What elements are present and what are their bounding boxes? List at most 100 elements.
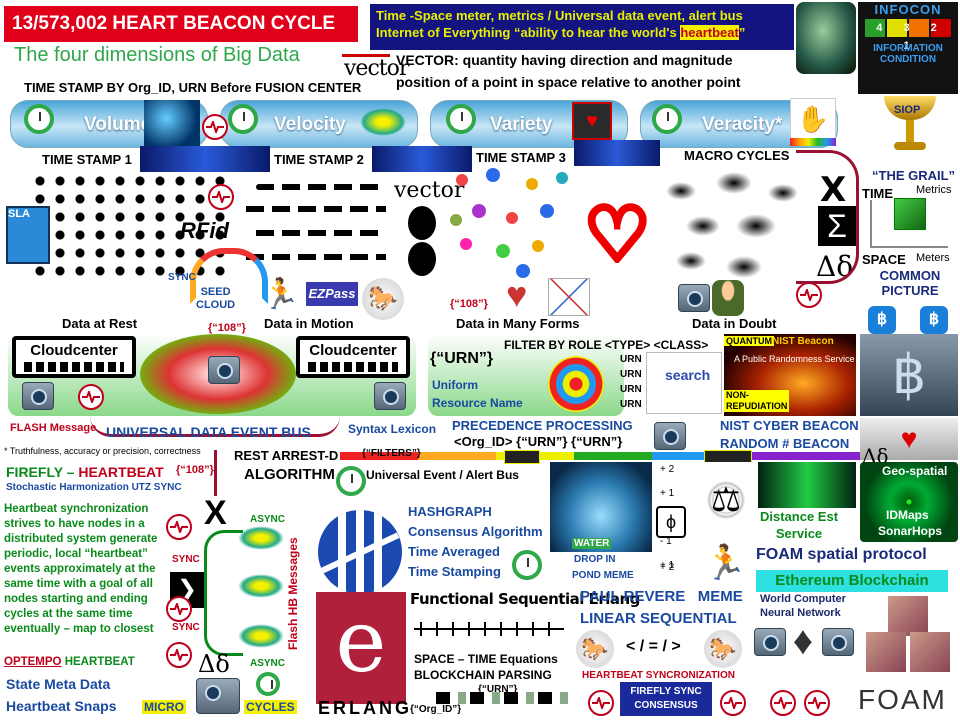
space-time: SPACE – TIME Equations xyxy=(414,652,558,666)
syntax-lexicon: Syntax Lexicon xyxy=(348,422,437,436)
flash-hb: Flash HB Messages xyxy=(286,537,300,650)
nist-cyber: NIST CYBER BEACON xyxy=(720,418,859,433)
infocon-digits: 4 3 2 1 xyxy=(876,22,946,52)
pond-meme: POND MEME xyxy=(572,570,634,581)
time-stamping: Time Stamping xyxy=(408,564,501,579)
waveform-image xyxy=(372,146,472,172)
heartbeat-paragraph: Heartbeat synchronization strives to hav… xyxy=(4,503,158,635)
clock-icon xyxy=(446,104,476,134)
drop-in: DROP IN xyxy=(574,554,616,565)
camera-icon xyxy=(208,356,240,384)
urn-item: URN xyxy=(620,354,642,365)
timestamp-1: TIME STAMP 1 xyxy=(42,152,132,167)
banner: Time -Space meter, metrics / Universal d… xyxy=(370,4,794,50)
diagram-image xyxy=(548,278,590,316)
tag-108-row2: {“108”} xyxy=(450,298,488,310)
urn-tag: {“URN”} xyxy=(430,350,494,367)
truthfulness-note: * Truthfulness, accuracy or precision, c… xyxy=(4,446,201,456)
data-many-forms: Data in Many Forms xyxy=(456,316,580,331)
chalice-image xyxy=(880,96,940,156)
heartbeat-icon xyxy=(796,282,822,308)
dim-volume: Volume xyxy=(84,114,152,135)
time-label: TIME xyxy=(862,186,894,201)
foam-protocol: FOAM spatial protocol xyxy=(756,546,927,563)
functional-erlang: Functional Sequential Erlang xyxy=(410,590,640,608)
scale-minus1: - 1 xyxy=(660,536,672,547)
bitcoin-heart-icon: ♥ xyxy=(506,274,528,315)
waveform-image xyxy=(574,140,660,166)
waveform-image xyxy=(140,146,270,172)
siop-label: SIOP xyxy=(894,104,921,116)
erlang-logo: e xyxy=(316,592,406,704)
camera-icon xyxy=(196,678,240,714)
sigma-box: Σ xyxy=(818,206,856,246)
common-picture: COMMON PICTURE xyxy=(879,268,941,298)
level-2 xyxy=(909,19,929,37)
timestamp-2: TIME STAMP 2 xyxy=(274,152,364,167)
justice-scale-image: ⚖ xyxy=(696,462,756,538)
bitcoin-icon: ฿ xyxy=(920,306,948,334)
color-band xyxy=(340,452,860,460)
level-1 xyxy=(931,19,951,37)
tag-108-cloud: {“108”} xyxy=(208,322,246,334)
waveform-green xyxy=(758,462,856,508)
heartbeat-icon xyxy=(166,514,192,540)
data-in-motion: Data in Motion xyxy=(264,316,354,331)
search-image: search xyxy=(646,352,722,414)
heartbeat-sync: HEARTBEAT SYNCRONIZATION xyxy=(582,670,735,681)
bitcoin-icon: ฿ xyxy=(868,306,896,334)
cloudcenter-left: Cloudcenter xyxy=(12,336,136,378)
camera-icon xyxy=(754,628,786,656)
city-skyline xyxy=(308,362,398,372)
blockchain-parsing: BLOCKCHAIN PARSING xyxy=(414,668,552,682)
heart-shape: ♡ ♡ xyxy=(581,193,653,276)
sync-label-2: SYNC xyxy=(172,622,200,633)
target-icon xyxy=(548,356,604,412)
heartbeat-word: HEARTBEAT xyxy=(78,464,164,480)
consensus: Consensus Algorithm xyxy=(408,524,543,539)
ezpass-logo: EZPass xyxy=(306,282,358,306)
uniform-label: Uniform xyxy=(432,378,478,392)
space-label: SPACE xyxy=(862,252,906,267)
linear-sequential: LINEAR SEQUENTIAL xyxy=(580,610,737,627)
rainbow-stripe xyxy=(790,138,836,146)
heartbeat-icon xyxy=(588,690,614,716)
heartbeat-icon xyxy=(770,690,796,716)
firefly-icon xyxy=(238,574,284,598)
clock-icon xyxy=(336,466,366,496)
firefly-icon xyxy=(238,526,284,550)
cloudcenter-right-label: Cloudcenter xyxy=(309,342,397,359)
distance-est: Distance Est Service xyxy=(760,509,839,541)
vector-def-2: position of a point in space relative to… xyxy=(396,74,741,90)
banner-line2-prefix: Internet of Everything “ability to hear … xyxy=(376,25,681,40)
runner-icon: 🏃 xyxy=(262,278,300,311)
dim-veracity: Veracity* xyxy=(702,114,783,135)
infocon-levels xyxy=(858,19,958,37)
heart-hands-image: ♥ xyxy=(860,418,958,460)
tag-108-firefly: {“108”} xyxy=(176,464,214,476)
axis-lines xyxy=(870,246,948,248)
heartbeat-icon xyxy=(804,690,830,716)
foam-logo: FOAM xyxy=(858,684,947,715)
handshake-icon: ✋ xyxy=(790,98,836,140)
ethereum-icon: ♦ xyxy=(792,619,814,663)
bracket-line xyxy=(204,530,243,656)
cloudcenter-right: Cloudcenter xyxy=(296,336,410,378)
nist-beacon-title: NIST Beacon xyxy=(772,336,834,347)
clock-icon xyxy=(652,104,682,134)
universal-event: Universal Event / Alert Bus xyxy=(366,468,519,482)
time-averaged: Time Averaged xyxy=(408,544,501,559)
bus-arrow xyxy=(90,416,340,437)
axis-lines xyxy=(870,200,872,246)
sonarhops: SonarHops xyxy=(878,524,943,538)
water-drop-image xyxy=(550,462,652,552)
filters-tag: {“FILTERS”} xyxy=(362,448,421,459)
search-word: search xyxy=(665,367,711,383)
optempo-heartbeat: HEARTBEAT xyxy=(61,656,135,668)
firefly-sync-box: FIREFLY SYNC CONSENSUS xyxy=(620,682,712,716)
clock-icon xyxy=(256,672,280,696)
detective-icon xyxy=(712,280,744,316)
scale-box: + 2 + 1 ϕ - 1 + 1 xyxy=(654,462,698,578)
block-chain-graphic xyxy=(436,692,570,704)
clock-icon xyxy=(512,550,542,580)
